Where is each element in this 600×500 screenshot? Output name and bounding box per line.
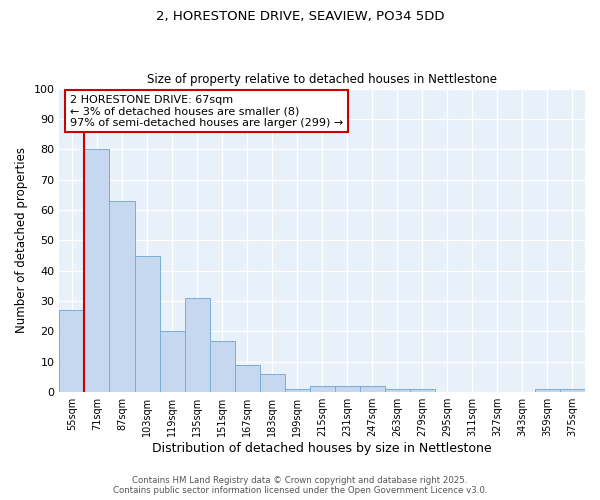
Bar: [560, 389, 585, 392]
X-axis label: Distribution of detached houses by size in Nettlestone: Distribution of detached houses by size …: [152, 442, 492, 455]
Bar: [209, 340, 235, 392]
Text: 2, HORESTONE DRIVE, SEAVIEW, PO34 5DD: 2, HORESTONE DRIVE, SEAVIEW, PO34 5DD: [156, 10, 444, 23]
Bar: [59, 310, 85, 392]
Bar: [185, 298, 209, 392]
Bar: [109, 201, 134, 392]
Bar: [284, 389, 310, 392]
Bar: [160, 332, 185, 392]
Bar: [260, 374, 284, 392]
Bar: [360, 386, 385, 392]
Title: Size of property relative to detached houses in Nettlestone: Size of property relative to detached ho…: [147, 73, 497, 86]
Bar: [85, 150, 109, 392]
Bar: [134, 256, 160, 392]
Bar: [235, 365, 260, 392]
Text: Contains HM Land Registry data © Crown copyright and database right 2025.
Contai: Contains HM Land Registry data © Crown c…: [113, 476, 487, 495]
Bar: [410, 389, 435, 392]
Bar: [535, 389, 560, 392]
Y-axis label: Number of detached properties: Number of detached properties: [15, 148, 28, 334]
Bar: [310, 386, 335, 392]
Bar: [385, 389, 410, 392]
Bar: [335, 386, 360, 392]
Text: 2 HORESTONE DRIVE: 67sqm
← 3% of detached houses are smaller (8)
97% of semi-det: 2 HORESTONE DRIVE: 67sqm ← 3% of detache…: [70, 94, 343, 128]
